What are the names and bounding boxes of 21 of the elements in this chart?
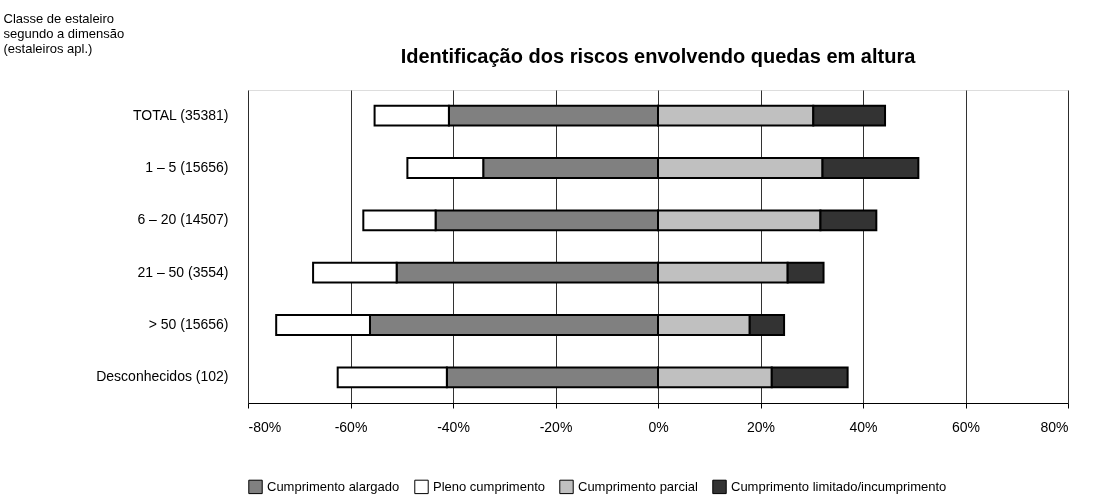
x-tick-label: 40% [849,418,878,435]
x-tick-label: -20% [539,418,573,435]
y-axis-title: Classe de estaleiro segundo a dimensão (estaleiros apl.) [3,10,125,56]
x-tick-label: -80% [248,418,282,435]
legend-label: Cumprimento alargado [267,478,400,494]
x-tick-label: -40% [437,418,470,435]
x-tick-label: 0% [648,418,669,435]
y-tick-label: > 50 (15656) [148,316,229,333]
legend-label: Cumprimento parcial [578,478,699,494]
y-tick-label: TOTAL (35381) [133,106,229,123]
y-tick-label: 6 – 20 (14507) [137,211,229,228]
x-tick-label: 60% [951,418,981,435]
x-tick-label: 80% [1040,418,1069,435]
x-tick-label: 20% [746,418,776,435]
y-tick-label: 1 – 5 (15656) [145,158,229,175]
legend-label: Cumprimento limitado/incumprimento [731,478,947,494]
y-tick-label: 21 – 50 (3554) [137,263,229,280]
chart-title: Identificação dos riscos envolvendo quedas em altura [400,45,917,67]
x-tick-label: -60% [334,418,368,435]
legend-label: Pleno cumprimento [433,478,545,494]
y-tick-label: Desconhecidos (102) [96,368,229,385]
